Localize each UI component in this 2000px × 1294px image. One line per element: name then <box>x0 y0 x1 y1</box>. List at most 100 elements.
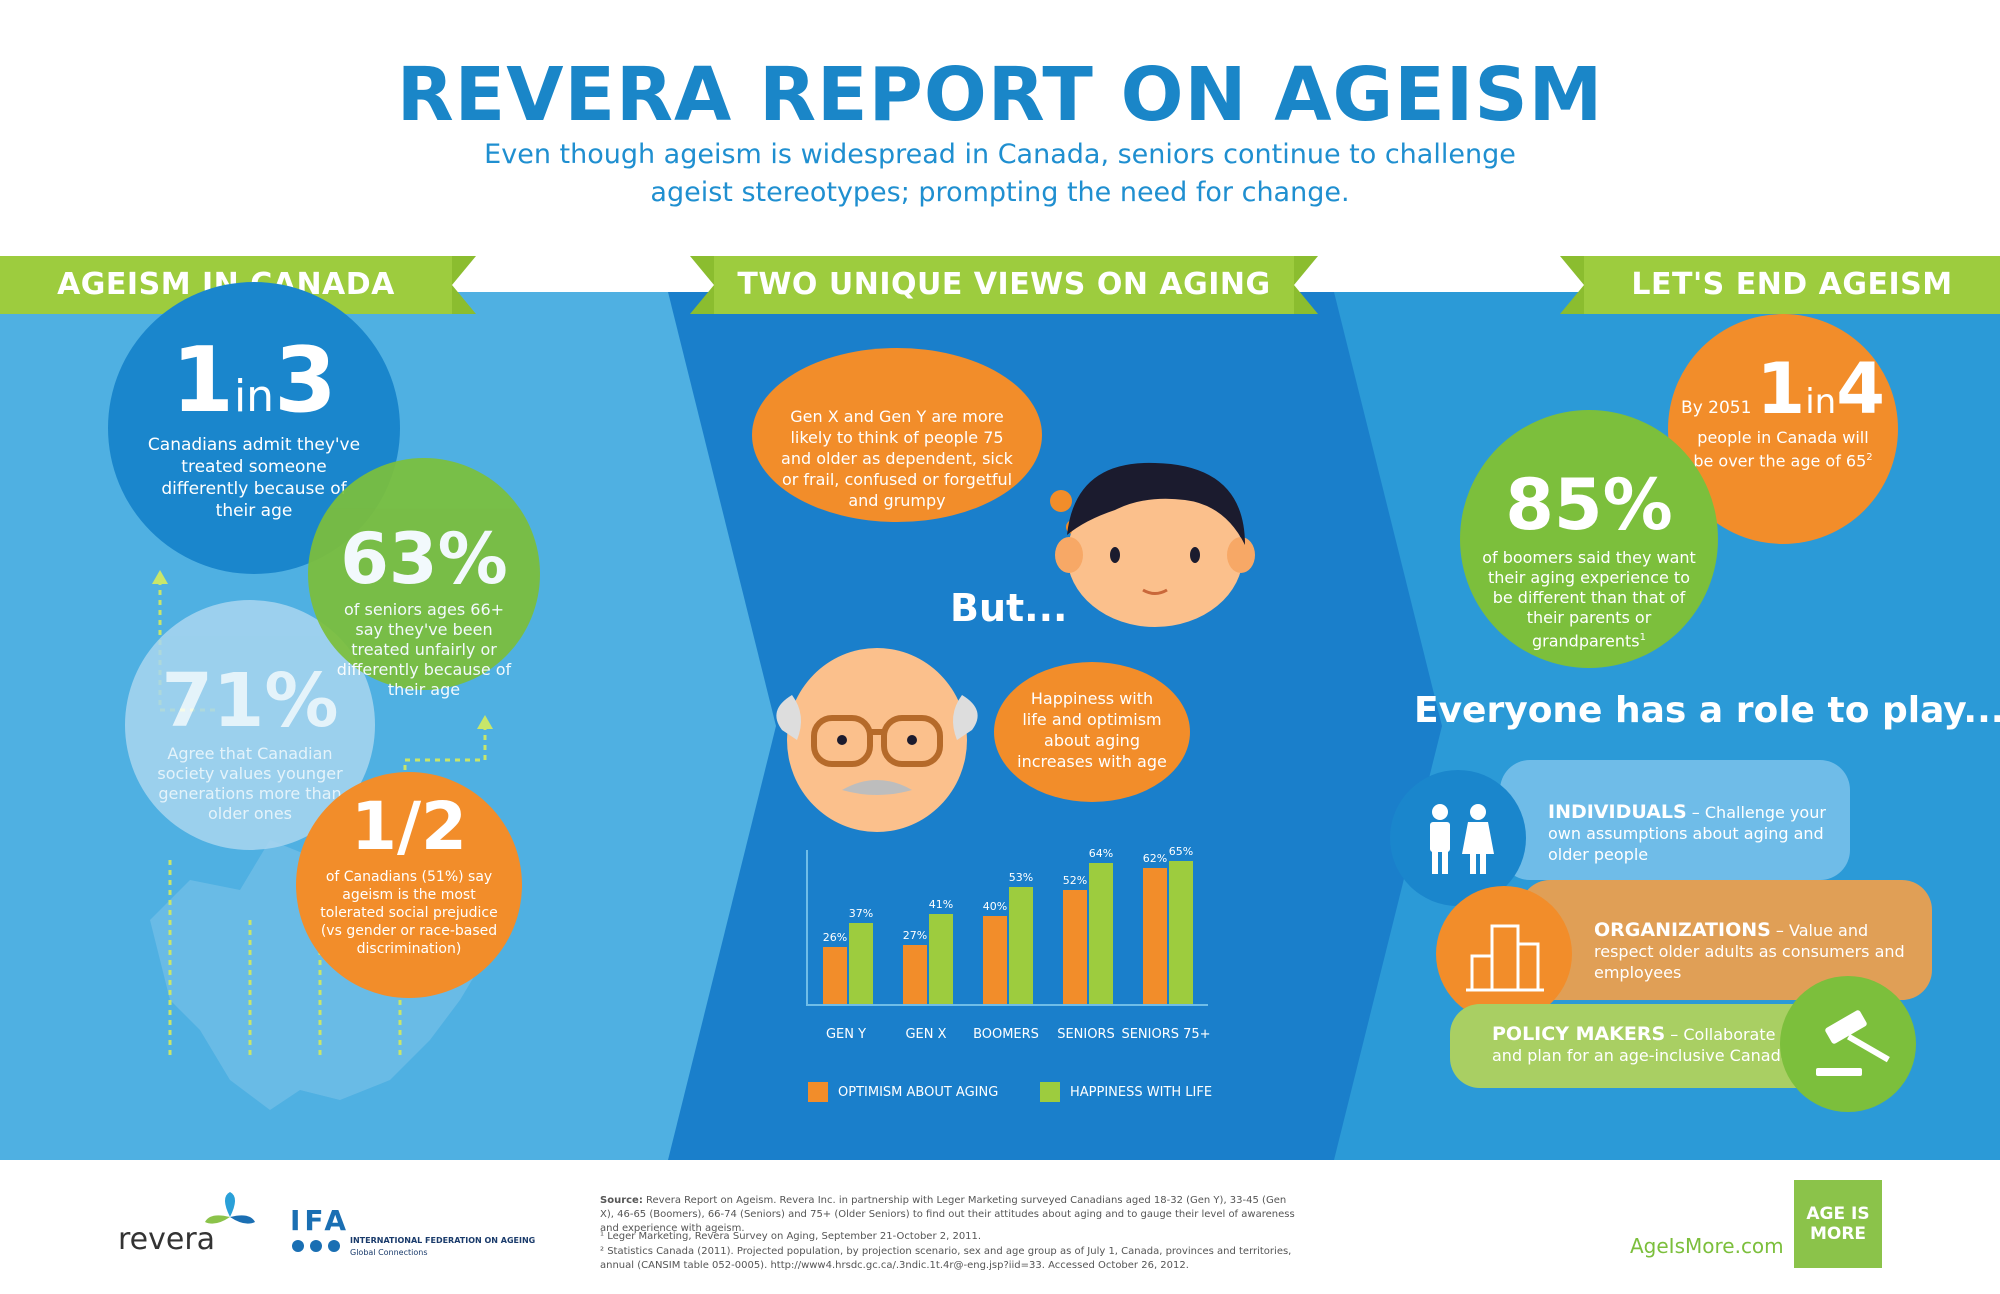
footer <box>0 1160 2000 1294</box>
page-subtitle: Even though ageism is widespread in Cana… <box>400 136 1600 212</box>
people-icon <box>1390 770 1526 906</box>
speech-bubble-old-text: Happiness with life and optimism about a… <box>1017 689 1167 771</box>
revera-logo: revera <box>118 1222 216 1257</box>
panel-arrow-mid <box>1334 292 1442 1160</box>
ribbon-end-ageism: LET'S END AGEISM <box>1584 256 2000 314</box>
chart-bar-happiness-3 <box>1089 863 1113 1004</box>
speech-bubble-young: Gen X and Gen Y are more likely to think… <box>752 348 1042 522</box>
legend-optimism-label: OPTIMISM ABOUT AGING <box>838 1085 999 1100</box>
chart-value-label-0-0: 26% <box>822 930 848 944</box>
chart-bar-optimism-0 <box>823 946 847 1004</box>
ifa-dots-icon <box>292 1240 340 1252</box>
stat-one-in-four-in: in <box>1805 382 1837 422</box>
stat-one-in-four-note: 2 <box>1866 452 1873 463</box>
stat-one-half-text: of Canadians (51%) say ageism is the mos… <box>320 869 498 957</box>
role-organizations-name: ORGANIZATIONS <box>1594 919 1771 941</box>
chart-category-label-4: SENIORS 75+ <box>1121 1027 1211 1042</box>
chart-value-label-1-1: 41% <box>928 897 954 911</box>
chart-bar-optimism-3 <box>1063 889 1087 1004</box>
role-individuals-text: – Challenge your own assumptions about a… <box>1548 803 1826 864</box>
stat-63-percent-text: of seniors ages 66+ say they've been tre… <box>336 600 512 699</box>
ifa-line-2: Global Connections <box>350 1248 428 1257</box>
role-title: Everyone has a role to play... <box>1414 690 2000 731</box>
legend-swatch-happiness <box>1040 1082 1060 1102</box>
stat-one-in-three-den: 3 <box>274 328 337 433</box>
stat-63-percent-value: 63% <box>340 518 508 600</box>
young-face-icon <box>1055 462 1255 627</box>
chart-bar-optimism-2 <box>983 916 1007 1004</box>
role-individuals: INDIVIDUALS – Challenge your own assumpt… <box>1500 760 1850 880</box>
role-policy-makers-name: POLICY MAKERS <box>1492 1023 1666 1045</box>
ribbon-tail-mid-right <box>1294 256 1318 314</box>
buildings-icon <box>1436 886 1572 1022</box>
ifa-logo: IFA <box>290 1204 351 1237</box>
chart-bar-happiness-2 <box>1009 887 1033 1004</box>
role-individuals-name: INDIVIDUALS <box>1548 801 1687 823</box>
stat-63-percent: 63% of seniors ages 66+ say they've been… <box>308 458 540 699</box>
stat-one-in-four-den: 4 <box>1836 348 1885 430</box>
chart-category-label-2: BOOMERS <box>973 1027 1039 1042</box>
footer-source-label: Source: <box>600 1195 643 1206</box>
age-is-more-badge: AGE IS MORE <box>1794 1180 1882 1268</box>
gavel-icon <box>1780 976 1916 1112</box>
ifa-line-1: INTERNATIONAL FEDERATION ON AGEING <box>350 1236 536 1245</box>
stat-one-half: 1/2 of Canadians (51%) say ageism is the… <box>296 772 522 998</box>
chart-bar-optimism-4 <box>1143 867 1167 1004</box>
revera-leaf-icon <box>205 1192 255 1224</box>
legend-happiness-label: HAPPINESS WITH LIFE <box>1070 1085 1213 1100</box>
chart-value-label-0-3: 52% <box>1062 873 1088 887</box>
chart-bar-optimism-1 <box>903 944 927 1004</box>
chart-category-labels: GEN Y GEN X BOOMERS SENIORS SENIORS 75+ <box>806 1027 1211 1047</box>
chart-category-label-0: GEN Y <box>825 1027 867 1042</box>
but-text: But... <box>950 586 1068 630</box>
subtitle-line-1: Even though ageism is widespread in Cana… <box>484 139 1516 170</box>
stat-one-in-three-in: in <box>233 371 275 422</box>
role-organizations-text: – Value and respect older adults as cons… <box>1594 921 1905 982</box>
chart-value-label-0-2: 40% <box>982 900 1008 913</box>
chart-value-label-1-4: 65% <box>1168 845 1194 858</box>
stat-one-in-three-num: 1 <box>171 328 234 433</box>
stat-one-in-four-text: people in Canada will be over the age of… <box>1693 428 1869 471</box>
chart-value-label-1-2: 53% <box>1008 871 1034 885</box>
page-title: REVERA REPORT ON AGEISM <box>396 52 1604 138</box>
chart-value-label-0-1: 27% <box>902 928 928 942</box>
role-policy-makers-text: – Collaborate and plan for an age-inclus… <box>1492 1025 1791 1065</box>
chart-bar-happiness-4 <box>1169 861 1193 1004</box>
footer-note-2: ² Statistics Canada (2011). Projected po… <box>600 1246 1292 1271</box>
bubble-dot-1 <box>1050 490 1072 512</box>
footer-source-text: Revera Report on Ageism. Revera Inc. in … <box>600 1195 1295 1234</box>
stat-one-in-four-num: 1 <box>1756 348 1806 430</box>
stat-one-in-four-prefix: By 2051 <box>1681 398 1752 418</box>
stat-85-percent-note: 1 <box>1639 632 1646 643</box>
stat-71-percent-value: 71% <box>161 658 339 744</box>
chart-value-label-0-4: 62% <box>1142 851 1168 865</box>
ribbon-tail-right <box>1560 256 1584 314</box>
ribbon-tail-left <box>452 256 476 314</box>
stat-85-percent-text: of boomers said they want their aging ex… <box>1482 548 1696 651</box>
old-face-icon <box>776 648 978 832</box>
footer-source: Source: Revera Report on Ageism. Revera … <box>600 1194 1300 1236</box>
chart-category-label-3: SENIORS <box>1057 1027 1115 1042</box>
speech-bubble-old: Happiness with life and optimism about a… <box>994 662 1190 802</box>
legend-swatch-optimism <box>808 1082 828 1102</box>
subtitle-line-2: ageist stereotypes; prompting the need f… <box>650 177 1350 208</box>
role-organizations: ORGANIZATIONS – Value and respect older … <box>1520 880 1932 1000</box>
badge-line-2: MORE <box>1809 1224 1867 1244</box>
chart-value-label-1-0: 37% <box>848 906 874 920</box>
chart-bar-happiness-0 <box>849 922 873 1004</box>
stat-one-half-value: 1/2 <box>351 788 467 865</box>
chart-value-label-1-3: 64% <box>1088 847 1114 861</box>
ribbon-tail-mid-left <box>690 256 714 314</box>
chart-category-label-1: GEN X <box>905 1027 947 1042</box>
stat-71-percent-text: Agree that Canadian society values young… <box>157 744 343 823</box>
speech-bubble-young-text: Gen X and Gen Y are more likely to think… <box>781 407 1013 510</box>
footer-note-1: ¹ Leger Marketing, Revera Survey on Agin… <box>600 1231 982 1242</box>
stat-one-in-three-text: Canadians admit they've treated someone … <box>147 435 361 521</box>
footer-url-link[interactable]: AgeIsMore.com <box>1630 1234 1784 1258</box>
stat-85-percent: 85% of boomers said they want their agin… <box>1460 410 1718 668</box>
ribbon-two-views: TWO UNIQUE VIEWS ON AGING <box>714 256 1294 314</box>
stat-85-percent-value: 85% <box>1505 464 1673 546</box>
happiness-optimism-chart: 26% 37% 27% 41% 40% 53% 52% 64% 62% 65% <box>806 845 1208 1006</box>
badge-line-1: AGE IS <box>1806 1204 1870 1224</box>
chart-bar-happiness-1 <box>929 913 953 1004</box>
